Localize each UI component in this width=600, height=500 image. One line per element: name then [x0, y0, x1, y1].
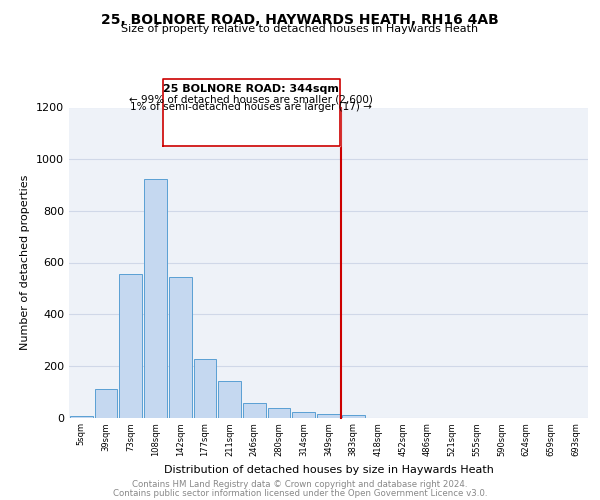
Bar	[169, 276, 191, 418]
Text: ← 99% of detached houses are smaller (2,600): ← 99% of detached houses are smaller (2,…	[130, 94, 373, 104]
Bar	[268, 408, 290, 418]
Text: Contains HM Land Registry data © Crown copyright and database right 2024.: Contains HM Land Registry data © Crown c…	[132, 480, 468, 489]
Bar	[342, 416, 365, 418]
Bar	[194, 360, 216, 418]
Y-axis label: Number of detached properties: Number of detached properties	[20, 175, 31, 350]
Bar	[119, 274, 142, 418]
Polygon shape	[163, 79, 340, 146]
Bar	[317, 414, 340, 418]
X-axis label: Distribution of detached houses by size in Haywards Heath: Distribution of detached houses by size …	[164, 464, 493, 474]
Text: 1% of semi-detached houses are larger (17) →: 1% of semi-detached houses are larger (1…	[130, 102, 372, 112]
Bar	[243, 404, 266, 417]
Bar	[292, 412, 315, 418]
Text: 25 BOLNORE ROAD: 344sqm: 25 BOLNORE ROAD: 344sqm	[163, 84, 339, 94]
Bar	[144, 178, 167, 418]
Bar	[70, 416, 93, 418]
Text: Size of property relative to detached houses in Haywards Heath: Size of property relative to detached ho…	[121, 24, 479, 34]
Text: 25, BOLNORE ROAD, HAYWARDS HEATH, RH16 4AB: 25, BOLNORE ROAD, HAYWARDS HEATH, RH16 4…	[101, 12, 499, 26]
Text: Contains public sector information licensed under the Open Government Licence v3: Contains public sector information licen…	[113, 488, 487, 498]
Bar	[218, 382, 241, 418]
Bar	[95, 389, 118, 418]
